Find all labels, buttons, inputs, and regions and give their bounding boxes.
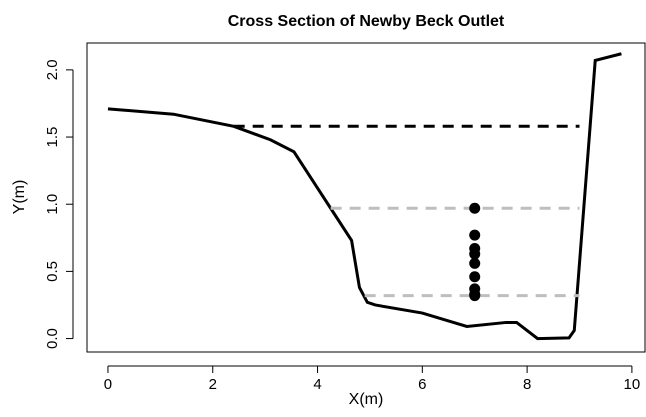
chart-title: Cross Section of Newby Beck Outlet (228, 13, 505, 30)
data-point (469, 229, 481, 241)
data-point (469, 202, 481, 214)
x-tick-label: 2 (209, 376, 217, 393)
x-tick-label: 4 (313, 376, 321, 393)
y-tick-label: 1.5 (44, 127, 61, 148)
y-tick-label: 2.0 (44, 59, 61, 80)
profile-line (107, 52, 622, 341)
data-point (469, 271, 481, 283)
plot-box (86, 42, 646, 353)
x-tick-label: 8 (523, 376, 531, 393)
y-axis-label: Y(m) (11, 180, 28, 215)
data-point (469, 290, 481, 302)
y-tick-label: 0.5 (44, 261, 61, 282)
data-point (469, 257, 481, 269)
y-tick-label: 0.0 (44, 328, 61, 349)
x-tick-label: 6 (418, 376, 426, 393)
data-point (469, 248, 481, 260)
x-tick-label: 10 (624, 376, 641, 393)
x-axis-label: X(m) (349, 391, 384, 408)
x-tick-label: 0 (104, 376, 112, 393)
y-tick-label: 1.0 (44, 194, 61, 215)
